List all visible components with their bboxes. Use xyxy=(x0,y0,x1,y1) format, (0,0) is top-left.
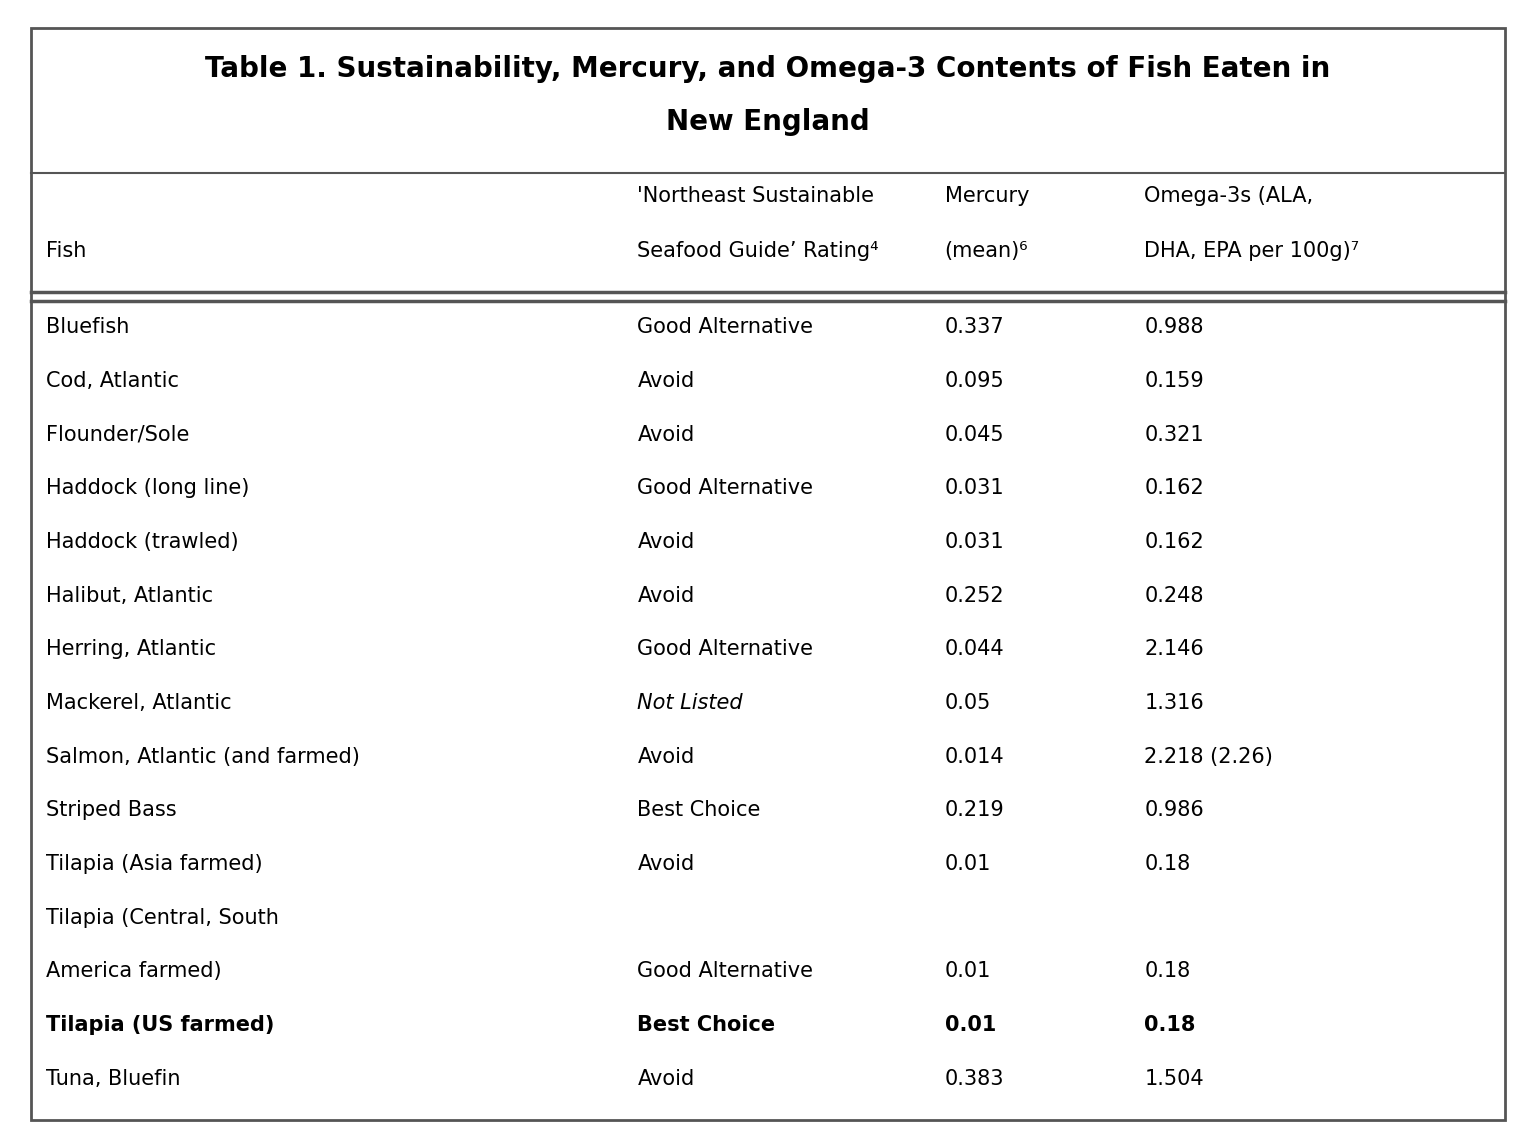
Text: 0.01: 0.01 xyxy=(945,854,991,874)
Text: Avoid: Avoid xyxy=(637,586,694,606)
Text: Fish: Fish xyxy=(46,241,86,262)
Text: Haddock (trawled): Haddock (trawled) xyxy=(46,532,238,551)
Text: Herring, Atlantic: Herring, Atlantic xyxy=(46,639,217,659)
Text: 'Northeast Sustainable: 'Northeast Sustainable xyxy=(637,186,874,207)
Text: Good Alternative: Good Alternative xyxy=(637,639,814,659)
Text: (mean)⁶: (mean)⁶ xyxy=(945,241,1028,262)
Text: Good Alternative: Good Alternative xyxy=(637,961,814,981)
Text: 0.044: 0.044 xyxy=(945,639,1005,659)
Text: Avoid: Avoid xyxy=(637,424,694,445)
Text: 0.05: 0.05 xyxy=(945,692,991,713)
Text: 0.18: 0.18 xyxy=(1144,854,1190,874)
Text: Tilapia (Asia farmed): Tilapia (Asia farmed) xyxy=(46,854,263,874)
Text: Avoid: Avoid xyxy=(637,854,694,874)
Text: Tilapia (Central, South: Tilapia (Central, South xyxy=(46,907,280,928)
Text: 1.504: 1.504 xyxy=(1144,1069,1204,1088)
Text: 0.095: 0.095 xyxy=(945,371,1005,391)
Text: 0.014: 0.014 xyxy=(945,747,1005,766)
Text: 0.252: 0.252 xyxy=(945,586,1005,606)
Text: Salmon, Atlantic (and farmed): Salmon, Atlantic (and farmed) xyxy=(46,747,359,766)
Text: Tilapia (US farmed): Tilapia (US farmed) xyxy=(46,1015,275,1035)
Text: 2.218 (2.26): 2.218 (2.26) xyxy=(1144,747,1273,766)
Text: 0.18: 0.18 xyxy=(1144,961,1190,981)
Text: Seafood Guide’ Rating⁴: Seafood Guide’ Rating⁴ xyxy=(637,241,879,262)
Text: Halibut, Atlantic: Halibut, Atlantic xyxy=(46,586,214,606)
Text: 0.01: 0.01 xyxy=(945,961,991,981)
Text: DHA, EPA per 100g)⁷: DHA, EPA per 100g)⁷ xyxy=(1144,241,1359,262)
Text: Striped Bass: Striped Bass xyxy=(46,800,177,820)
Text: Avoid: Avoid xyxy=(637,532,694,551)
Text: Table 1. Sustainability, Mercury, and Omega-3 Contents of Fish Eaten in: Table 1. Sustainability, Mercury, and Om… xyxy=(206,55,1330,83)
Text: America farmed): America farmed) xyxy=(46,961,221,981)
Text: Good Alternative: Good Alternative xyxy=(637,317,814,338)
Text: Omega-3s (ALA,: Omega-3s (ALA, xyxy=(1144,186,1313,207)
Text: 0.01: 0.01 xyxy=(945,1015,995,1035)
Text: Mercury: Mercury xyxy=(945,186,1029,207)
Text: Best Choice: Best Choice xyxy=(637,800,760,820)
Text: 0.162: 0.162 xyxy=(1144,479,1204,498)
Text: 0.988: 0.988 xyxy=(1144,317,1204,338)
Text: 0.162: 0.162 xyxy=(1144,532,1204,551)
Text: 0.045: 0.045 xyxy=(945,424,1005,445)
Text: Cod, Atlantic: Cod, Atlantic xyxy=(46,371,180,391)
Text: 0.219: 0.219 xyxy=(945,800,1005,820)
Text: Not Listed: Not Listed xyxy=(637,692,743,713)
Text: Avoid: Avoid xyxy=(637,371,694,391)
Text: 0.337: 0.337 xyxy=(945,317,1005,338)
Text: Avoid: Avoid xyxy=(637,747,694,766)
Text: Mackerel, Atlantic: Mackerel, Atlantic xyxy=(46,692,232,713)
Text: 1.316: 1.316 xyxy=(1144,692,1204,713)
Text: New England: New England xyxy=(667,108,869,136)
Text: 0.031: 0.031 xyxy=(945,532,1005,551)
Text: Bluefish: Bluefish xyxy=(46,317,129,338)
Text: 0.159: 0.159 xyxy=(1144,371,1204,391)
Text: Haddock (long line): Haddock (long line) xyxy=(46,479,249,498)
Text: Flounder/Sole: Flounder/Sole xyxy=(46,424,189,445)
Text: Tuna, Bluefin: Tuna, Bluefin xyxy=(46,1069,181,1088)
Text: 2.146: 2.146 xyxy=(1144,639,1204,659)
Text: 0.248: 0.248 xyxy=(1144,586,1204,606)
Text: Best Choice: Best Choice xyxy=(637,1015,776,1035)
Text: Good Alternative: Good Alternative xyxy=(637,479,814,498)
Text: 0.383: 0.383 xyxy=(945,1069,1005,1088)
Text: Avoid: Avoid xyxy=(637,1069,694,1088)
Text: 0.031: 0.031 xyxy=(945,479,1005,498)
Text: 0.18: 0.18 xyxy=(1144,1015,1195,1035)
Text: 0.321: 0.321 xyxy=(1144,424,1204,445)
Text: 0.986: 0.986 xyxy=(1144,800,1204,820)
